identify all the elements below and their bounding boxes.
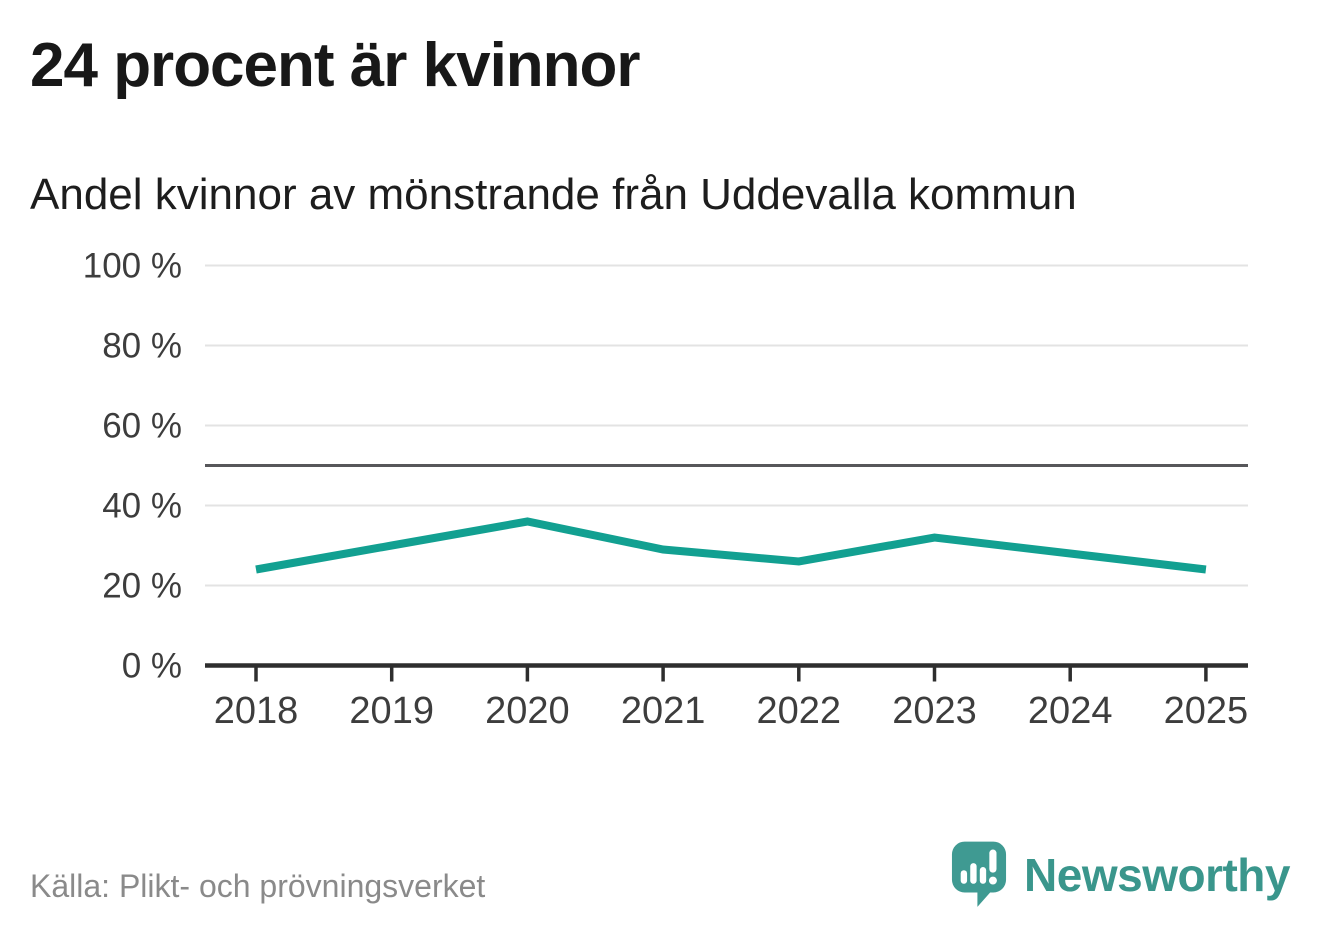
newsworthy-wordmark: Newsworthy [1024, 849, 1290, 901]
y-axis-tick-label: 20 % [102, 567, 182, 606]
bar-small [960, 870, 968, 884]
line-chart: 0 % 20 % 40 % 60 % 80 % 100 % 2018 2019 2020 2021… [83, 247, 1249, 733]
data-line [255, 517, 1207, 574]
x-axis-tick-label: 2020 [485, 690, 570, 732]
x-axis-tick-label: 2021 [621, 690, 706, 732]
chart-title: 24 procent är kvinnor [30, 31, 641, 100]
x-axis-tick-label: 2019 [349, 690, 434, 732]
y-axis-tick-label: 80 % [102, 327, 182, 366]
x-axis-tick-label: 2022 [757, 690, 842, 732]
x-axis-tick-label: 2025 [1164, 690, 1249, 732]
x-axis-tick-label: 2018 [214, 690, 299, 732]
y-axis-tick-label: 60 % [102, 407, 182, 446]
y-axis-tick-label: 100 % [83, 247, 182, 286]
source-text: Källa: Plikt- och prövningsverket [30, 868, 486, 904]
y-axis-tick-label: 0 % [122, 647, 182, 686]
y-axis-tick-label: 40 % [102, 487, 182, 526]
newsworthy-logo-icon [952, 841, 1007, 907]
x-axis-tick-label: 2024 [1028, 690, 1113, 732]
speech-bubble-shape [952, 841, 1007, 907]
bar-tall [970, 863, 977, 884]
chart-subtitle: Andel kvinnor av mönstrande från Uddeval… [30, 170, 1077, 219]
exclamation-bar [989, 849, 997, 873]
newsworthy-logo: Newsworthy [950, 840, 1290, 910]
bar-medium [979, 867, 987, 884]
exclamation-dot [988, 876, 997, 885]
x-axis-tick-label: 2023 [892, 690, 977, 732]
